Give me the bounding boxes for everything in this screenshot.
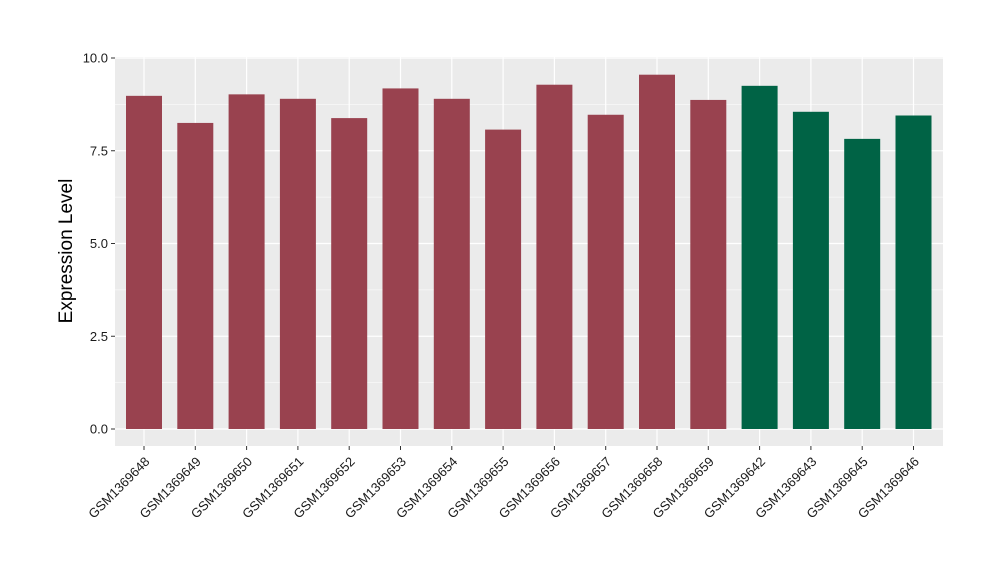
bar bbox=[741, 85, 778, 429]
bar bbox=[844, 138, 881, 430]
y-axis: 0.0 2.5 5.0 7.5 10.0 bbox=[83, 51, 115, 437]
bar bbox=[485, 129, 522, 429]
bar bbox=[279, 98, 316, 429]
bar bbox=[331, 118, 368, 430]
y-tick-label: 10.0 bbox=[83, 51, 108, 66]
bar bbox=[382, 88, 419, 429]
bar bbox=[228, 94, 265, 429]
bar bbox=[536, 84, 573, 429]
y-axis-title: Expression Level bbox=[56, 179, 77, 324]
bar bbox=[177, 122, 214, 430]
y-tick-label: 0.0 bbox=[90, 422, 108, 437]
bar bbox=[690, 99, 727, 429]
y-tick-label: 2.5 bbox=[90, 329, 108, 344]
bar bbox=[126, 95, 162, 429]
bar bbox=[792, 111, 829, 430]
y-tick-label: 7.5 bbox=[90, 143, 108, 158]
bar bbox=[587, 114, 624, 429]
bar bbox=[433, 98, 470, 429]
bar bbox=[895, 115, 932, 429]
bar bbox=[639, 74, 675, 429]
x-axis: GSM1369648GSM1369649GSM1369650GSM1369651… bbox=[85, 446, 922, 521]
bars bbox=[126, 74, 932, 430]
y-tick-label: 5.0 bbox=[90, 236, 108, 251]
